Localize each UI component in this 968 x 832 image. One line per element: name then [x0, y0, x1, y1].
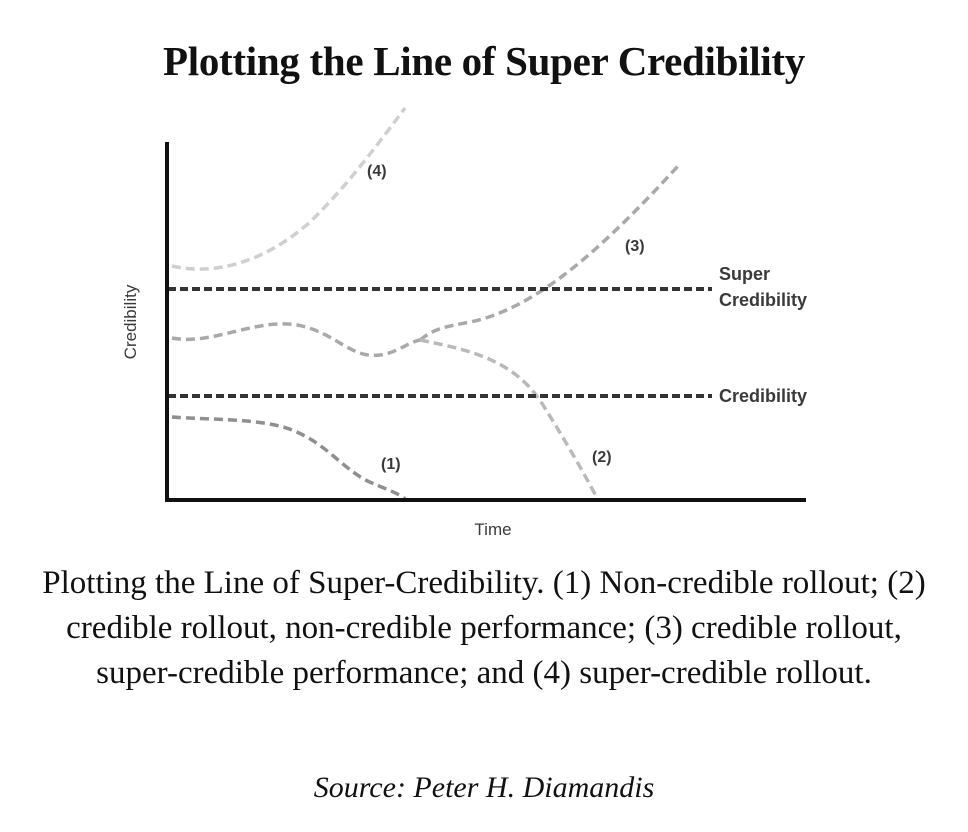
curve-shared-start	[171, 322, 421, 358]
curve-2	[419, 338, 599, 499]
curve-3	[418, 164, 680, 342]
credibility-threshold-label: Credibility	[719, 386, 807, 406]
y-axis-label: Credibility	[121, 284, 140, 359]
curve-4-label: (4)	[367, 163, 387, 180]
curve-2-label: (2)	[592, 449, 612, 466]
super-credibility-label-line2: Credibility	[719, 290, 807, 310]
source-credit: Source: Peter H. Diamandis	[313, 771, 655, 804]
credibility-diagram: Credibility Time Super Credibility Credi…	[121, 106, 807, 539]
curve-4	[171, 106, 407, 271]
super-credibility-label-line1: Super	[719, 264, 770, 284]
curve-1-label: (1)	[381, 456, 401, 473]
figure-title: Plotting the Line of Super Credibility	[163, 38, 805, 84]
curve-3-label: (3)	[625, 238, 645, 255]
x-axis-label: Time	[474, 520, 511, 539]
figure-caption: Plotting the Line of Super-Credibility. …	[42, 565, 926, 691]
curve-1	[171, 415, 407, 501]
